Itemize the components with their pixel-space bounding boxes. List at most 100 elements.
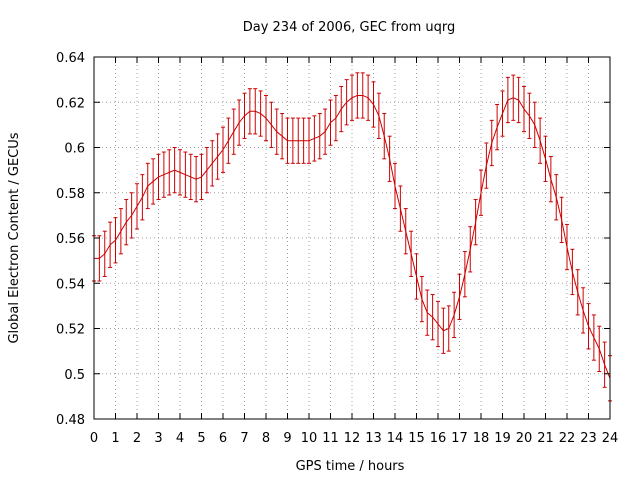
error-bar (264, 94, 268, 142)
error-bar (522, 85, 526, 133)
x-tick-label: 5 (197, 431, 205, 446)
error-bar (301, 117, 306, 164)
error-bar (242, 92, 247, 139)
y-tick-label: 0.58 (56, 187, 85, 202)
error-bar (296, 117, 301, 164)
error-bar (344, 79, 349, 126)
error-bar (516, 76, 521, 124)
x-tick-label: 20 (516, 431, 533, 446)
error-bar (360, 72, 365, 119)
y-tick-labels: 0.48 0.5 0.52 0.54 0.56 0.58 0.6 0.62 0.64 (56, 51, 85, 428)
error-bar (333, 94, 338, 142)
error-bar (135, 183, 139, 230)
chart-title: Day 234 of 2006, GEC from uqrg (243, 20, 456, 35)
x-tick-label: 0 (90, 431, 98, 446)
error-bar (441, 307, 446, 354)
error-bar (210, 140, 215, 187)
error-bar (350, 74, 354, 121)
error-bar (532, 101, 537, 148)
error-bar (328, 99, 333, 146)
error-bar (538, 117, 543, 164)
error-bar (462, 251, 467, 298)
error-bar (140, 174, 145, 221)
x-tick-label: 7 (240, 431, 248, 446)
error-bar (371, 81, 376, 128)
y-tick-label: 0.62 (56, 96, 85, 111)
x-tick-label: 13 (365, 431, 382, 446)
error-bar (129, 192, 134, 239)
error-bar (430, 294, 435, 341)
error-bar (269, 101, 274, 148)
error-bar (484, 142, 489, 189)
error-bar (323, 108, 328, 155)
error-bar (446, 305, 451, 352)
error-bar (97, 235, 102, 282)
error-bar (113, 217, 118, 264)
error-bar (591, 314, 596, 361)
error-bar (581, 287, 586, 334)
x-tick-label: 8 (262, 431, 270, 446)
error-bar (409, 230, 414, 277)
error-bar (156, 153, 161, 201)
x-tick-label: 19 (494, 431, 511, 446)
error-bar (586, 303, 591, 350)
y-tick-label: 0.6 (64, 142, 85, 157)
error-bar (468, 226, 473, 273)
error-bar (290, 117, 295, 164)
y-axis-label: Global Electron Content / GECUs (7, 132, 22, 343)
x-tick-label: 22 (559, 431, 576, 446)
x-tick-labels: 0 1 2 3 4 5 6 7 8 9 10 11 12 13 14 15 16 17 18 19 20 21 22 23 24 (90, 431, 618, 446)
error-bar (489, 119, 494, 167)
error-bar (145, 162, 150, 210)
error-bar (307, 117, 311, 164)
x-tick-label: 3 (154, 431, 162, 446)
x-tick-label: 18 (473, 431, 490, 446)
x-tick-label: 17 (451, 431, 468, 446)
error-bar (258, 90, 263, 137)
error-bar (237, 99, 242, 146)
y-tick-label: 0.48 (56, 413, 85, 428)
x-tick-label: 10 (301, 431, 318, 446)
error-bar (253, 88, 258, 135)
error-bar (172, 147, 177, 194)
x-tick-label: 15 (408, 431, 425, 446)
error-bar (575, 269, 580, 316)
error-bar (118, 208, 123, 255)
y-tick-label: 0.54 (56, 277, 85, 292)
y-tick-label: 0.52 (56, 323, 85, 338)
error-bar (108, 221, 113, 268)
error-bar (285, 117, 290, 164)
y-tick-label: 0.5 (64, 368, 85, 383)
series-layer (92, 72, 612, 402)
error-bar (505, 76, 510, 124)
error-bar (382, 113, 387, 160)
error-bar (183, 151, 188, 198)
error-bar (221, 126, 225, 173)
error-bar (570, 248, 575, 296)
error-bar (199, 153, 204, 201)
error-bar (376, 92, 381, 139)
x-tick-label: 4 (176, 431, 184, 446)
error-bar (597, 325, 602, 372)
error-bar (194, 156, 199, 203)
error-bar (366, 74, 371, 121)
error-bar (436, 300, 440, 348)
x-tick-label: 16 (430, 431, 447, 446)
x-tick-label: 9 (283, 431, 291, 446)
error-bar (167, 149, 172, 196)
error-bar (178, 149, 182, 196)
error-bar (511, 74, 516, 121)
error-bar (479, 169, 483, 216)
error-bar (312, 115, 317, 162)
error-bar (565, 223, 569, 271)
error-bar (102, 230, 107, 277)
x-tick-label: 12 (344, 431, 361, 446)
error-bar (124, 199, 129, 246)
error-bar (559, 196, 564, 244)
error-bar (393, 162, 397, 210)
error-bar (387, 135, 392, 182)
error-bar (403, 208, 408, 255)
x-tick-label: 21 (537, 431, 554, 446)
error-bar (414, 253, 419, 300)
